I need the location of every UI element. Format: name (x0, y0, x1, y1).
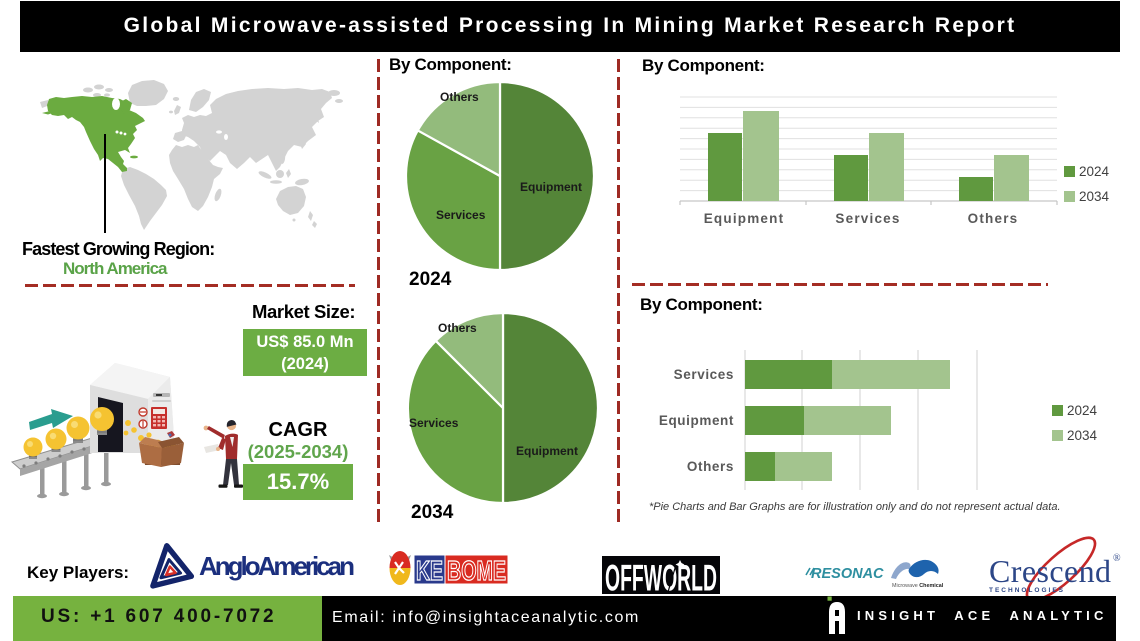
svg-text:Others: Others (687, 459, 734, 474)
svg-text:Services: Services (674, 367, 734, 382)
svg-text:Equipment: Equipment (659, 413, 734, 428)
svg-text:Services: Services (409, 416, 459, 430)
svg-text:OFFWORLD: OFFWORLD (605, 558, 717, 595)
svg-text:AngloAmerican: AngloAmerican (199, 551, 355, 581)
svg-text:Others: Others (968, 211, 1019, 226)
svg-text:Microwave Chemical: Microwave Chemical (892, 583, 944, 589)
svg-text:Services: Services (436, 208, 486, 222)
svg-text:Services: Services (835, 211, 900, 226)
svg-text:Equipment: Equipment (516, 444, 578, 458)
svg-text:Crescend: Crescend (989, 553, 1111, 589)
svg-text:®: ® (1113, 553, 1121, 564)
svg-text:Equipment: Equipment (704, 211, 785, 226)
svg-text:Others: Others (438, 321, 477, 335)
svg-text:Equipment: Equipment (520, 180, 582, 194)
svg-text:BOME: BOME (447, 555, 506, 586)
svg-text:TECHNOLOGIES: TECHNOLOGIES (989, 587, 1065, 594)
svg-text:Others: Others (440, 90, 479, 104)
svg-text:KE: KE (416, 555, 443, 586)
